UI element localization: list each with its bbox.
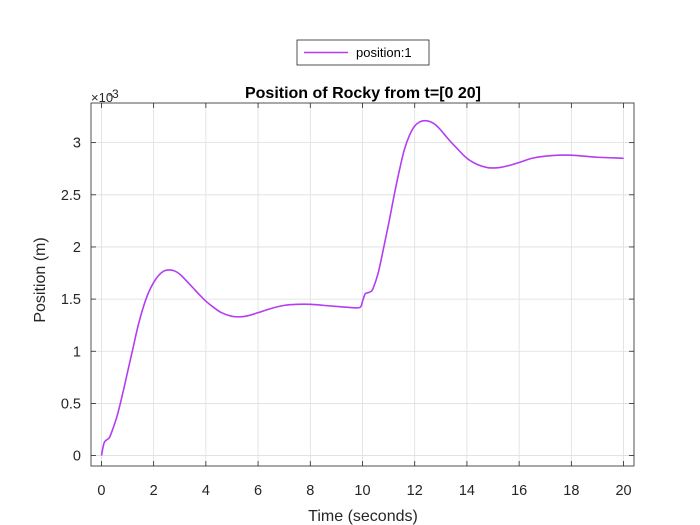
- y-exponent-power: -3: [108, 87, 119, 101]
- x-tick-label: 16: [511, 483, 527, 499]
- y-tick-label: 1.5: [61, 292, 81, 308]
- y-tick-label: 0: [73, 449, 81, 465]
- x-tick-label: 10: [354, 483, 370, 499]
- y-tick-label: 2: [73, 240, 81, 256]
- y-tick-label: 3: [73, 136, 81, 152]
- legend[interactable]: position:1: [296, 39, 430, 66]
- y-tick-label: 1: [73, 344, 81, 360]
- x-axis-label: Time (seconds): [308, 508, 418, 525]
- x-tick-label: 2: [150, 483, 158, 499]
- x-tick-label: 8: [306, 483, 314, 499]
- legend-label: position:1: [356, 45, 412, 60]
- y-exponent-base: ×10: [91, 90, 113, 105]
- series-line-position-1: [100, 119, 624, 456]
- x-tick-label: 6: [254, 483, 262, 499]
- grid-lines: [91, 103, 634, 466]
- y-exponent: ×10 -3: [91, 87, 119, 105]
- x-tick-label: 12: [407, 483, 423, 499]
- x-tick-label: 14: [459, 483, 475, 499]
- y-tick-label: 0.5: [61, 396, 81, 412]
- y-tick-label: 2.5: [61, 188, 81, 204]
- x-tick-label: 0: [97, 483, 105, 499]
- chart-title: Position of Rocky from t=[0 20]: [245, 85, 481, 102]
- axis-ticks: [91, 103, 634, 466]
- tick-labels: 0 2 4 6 8 10 12 14 16 18 20 0 0.5 1 1.5 2 2.5 3: [61, 136, 632, 499]
- x-tick-label: 18: [563, 483, 579, 499]
- x-tick-label: 4: [202, 483, 210, 499]
- y-axis-label: Position (m): [32, 237, 49, 322]
- x-tick-label: 20: [615, 483, 631, 499]
